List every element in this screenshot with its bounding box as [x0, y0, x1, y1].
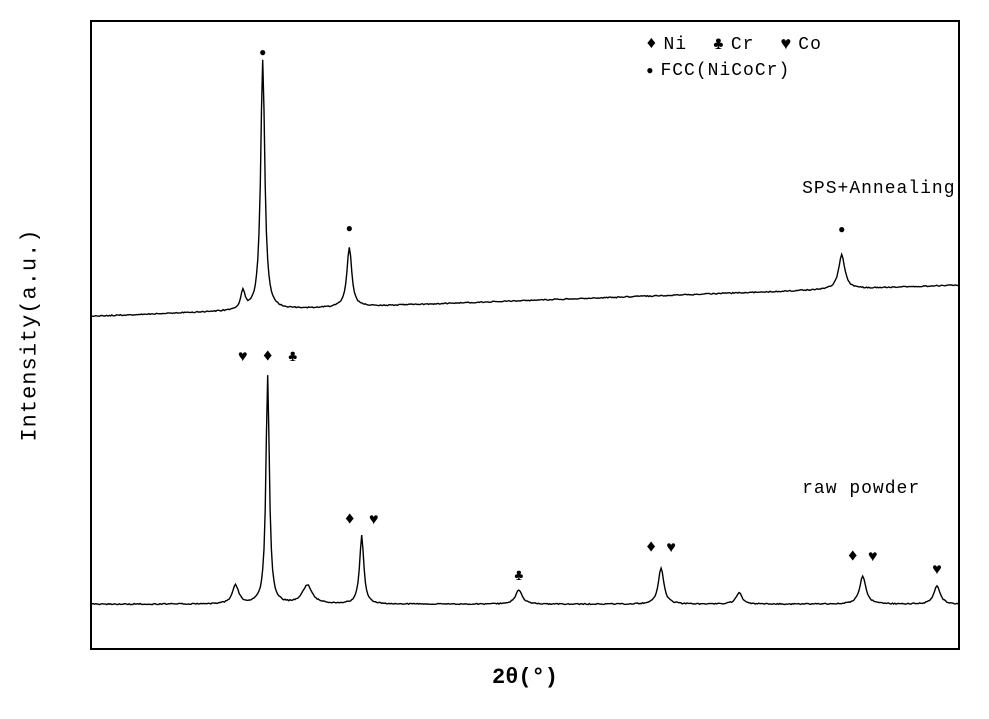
x-axis-label: 2θ(°) — [492, 665, 558, 690]
plot-area: ♦ Ni ♣ Cr ♥ Co ● FCC(NiCoCr) SPS+Annealing raw … — [90, 20, 960, 650]
y-axis-label: Intensity(a.u.) — [18, 228, 43, 441]
club-icon: ♣ — [713, 35, 725, 55]
legend: ♦ Ni ♣ Cr ♥ Co ● FCC(NiCoCr) — [646, 35, 840, 87]
series-label-raw-powder: raw powder — [802, 479, 920, 499]
legend-label: Co — [798, 35, 822, 55]
legend-item-co: ♥ Co — [780, 35, 821, 55]
legend-label: FCC(NiCoCr) — [660, 61, 790, 81]
series-label-sps-annealed: SPS+Annealing — [802, 179, 955, 199]
xrd-traces-svg — [92, 22, 958, 648]
heart-icon: ♥ — [780, 35, 792, 55]
legend-line: ● FCC(NiCoCr) — [646, 61, 840, 81]
legend-label: Ni — [663, 35, 687, 55]
legend-label: Cr — [731, 35, 755, 55]
legend-line: ♦ Ni ♣ Cr ♥ Co — [646, 35, 840, 55]
diamond-icon: ♦ — [646, 35, 657, 54]
legend-item-ni: ♦ Ni — [646, 35, 687, 55]
xrd-figure: Intensity(a.u.) 2θ(°) ♦ Ni ♣ Cr ♥ Co ● FCC(NiCo… — [0, 0, 989, 719]
legend-item-cr: ♣ Cr — [713, 35, 754, 55]
legend-item-fcc-nicocr-: ● FCC(NiCoCr) — [646, 61, 790, 81]
circle-icon: ● — [646, 64, 654, 78]
